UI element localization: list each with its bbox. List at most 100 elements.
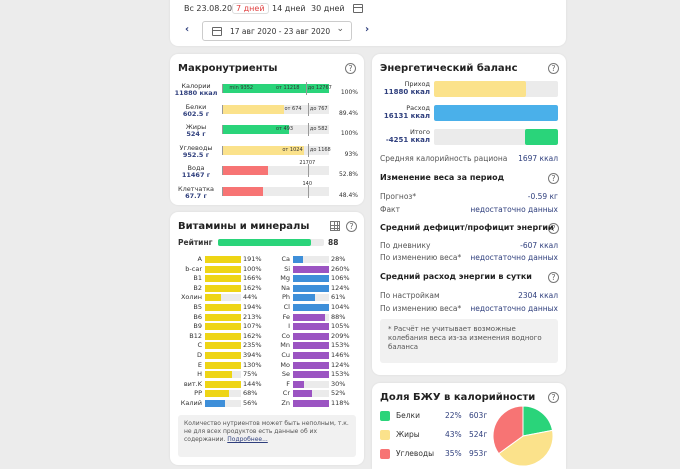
bju-row: Углеводы 35% 953г [380,448,490,460]
nutrient-percent: 68% [243,389,258,398]
vitamins-title: Витамины и минералы [178,221,310,232]
nutrient-name: B1 [193,274,202,283]
macro-norm-tick [307,143,309,157]
nutrient-percent: 105% [331,322,350,331]
nutrient-row: Fe 88% [260,313,355,322]
nutrient-bar-track [205,390,241,398]
fact-value: недостаточно данных [470,205,558,214]
pie-slice [522,405,554,437]
tab-14-days[interactable]: 14 дней [272,4,306,13]
nutrient-row: Zn 118% [260,399,355,408]
nutrient-bar-track [205,332,241,340]
nutrient-bar-fill [205,371,232,379]
macro-bar-track: от 1024 до 1168 [222,143,331,157]
nutrient-row: Co 209% [260,332,355,341]
vitamins-note-text: Количество нутриентов может быть неполны… [184,420,349,443]
rating-fill [218,239,312,246]
nutrient-bar-fill [293,342,329,350]
weight-change-title: Изменение веса за период [380,173,505,182]
nutrient-row: Калий 56% [172,399,267,408]
macro-norm-tick [305,82,307,95]
forecast-label: Прогноз* [380,192,417,201]
help-icon[interactable]: ? [345,63,356,74]
macro-amount: 11880 ккал [174,89,218,97]
nutrient-name: Mg [280,274,290,283]
legend-swatch [380,449,390,459]
nutrient-name: b-car [185,264,202,273]
macro-bar-note: до 767 [309,105,328,112]
nutrient-percent: 88% [331,312,346,321]
nutrient-row: B5 194% [172,303,267,312]
macro-row: Клетчатка 67.7 г 140 48.4% [170,181,364,205]
help-icon[interactable]: ? [548,392,559,403]
macro-norm-tick [307,102,309,116]
nutrient-percent: 153% [331,341,350,350]
macro-name: Вода [187,164,205,172]
macro-bar-note: 140 [302,180,313,187]
help-icon[interactable]: ? [548,272,559,283]
pie-slice [498,429,554,467]
help-icon[interactable]: ? [548,63,559,74]
date-range-picker[interactable]: 17 авг 2020 - 23 авг 2020 ⌄ [202,21,352,41]
macro-bar-track: от 493 до 582 [222,123,329,136]
chevron-right-icon[interactable]: › [365,24,370,35]
nutrient-bar-track [205,304,241,311]
nutrient-bar-fill [293,361,329,369]
nutrient-percent: 209% [331,331,350,340]
tab-7-days[interactable]: 7 дней [232,3,269,14]
nutrient-bar-track [205,371,241,379]
nutrient-bar-track [205,400,241,407]
table-view-icon[interactable] [330,221,340,231]
nutrient-percent: 162% [243,331,262,340]
calendar-icon[interactable] [353,4,363,13]
macro-bar-fill [223,104,285,114]
nutrient-row: Na 124% [260,284,355,293]
byweight2-value: недостаточно данных [470,304,558,313]
byweight-label: По изменению веса* [380,253,462,262]
nutrient-row: Mg 106% [260,274,355,283]
more-link[interactable]: Подробнее... [227,436,268,443]
nutrient-bar-fill [293,390,312,398]
bju-percent: 22% [445,411,462,420]
help-icon[interactable]: ? [548,173,559,184]
nutrient-bar-track [293,265,329,273]
nutrient-percent: 146% [331,351,350,359]
nutrient-bar-track [205,284,241,292]
macro-bar-note: до 12767 [307,85,332,91]
energy-row-name: Итого [409,128,430,136]
nutrient-name: Zn [281,399,290,407]
nutrient-bar-track [205,275,241,283]
macro-label: Калории 11880 ккал [172,83,220,97]
nutrient-bar-fill [205,352,241,359]
nutrient-bar-track [205,256,241,263]
nutrient-bar-fill [293,352,329,359]
nutrient-row: B12 162% [172,332,267,341]
tab-day[interactable]: Вс 23.08.20 [184,4,233,13]
byweight-value: недостаточно данных [470,253,558,262]
nutrient-percent: 52% [331,389,346,398]
bju-percent: 35% [445,449,462,458]
nutrient-name: A [197,255,202,263]
chevron-left-icon[interactable]: ‹ [185,24,190,35]
legend-swatch [380,430,390,440]
energy-row-value: 16131 ккал [383,112,430,120]
nutrient-name: B12 [189,331,202,340]
nutrient-name: Калий [180,399,202,407]
legend-swatch [380,411,390,421]
bju-card: Доля БЖУ в калорийности ? Белки 22% 603г Жи… [372,383,566,469]
help-icon[interactable]: ? [548,223,559,234]
help-icon[interactable]: ? [346,221,357,232]
nutrient-bar-fill [293,275,329,283]
nutrient-name: Na [281,283,290,292]
nutrient-row: Cu 146% [260,351,355,360]
tab-30-days[interactable]: 30 дней [311,4,345,13]
nutrient-percent: 56% [243,399,258,407]
energy-row-name: Приход [404,80,430,88]
nutrient-row: Mn 153% [260,341,355,350]
nutrient-bar-fill [205,342,241,350]
nutrient-bar-fill [205,380,241,388]
nutrient-bar-fill [205,313,241,321]
macro-bar-track: от 674 до 767 [222,102,329,116]
nutrient-bar-fill [205,323,241,331]
macro-name: Белки [185,102,207,111]
